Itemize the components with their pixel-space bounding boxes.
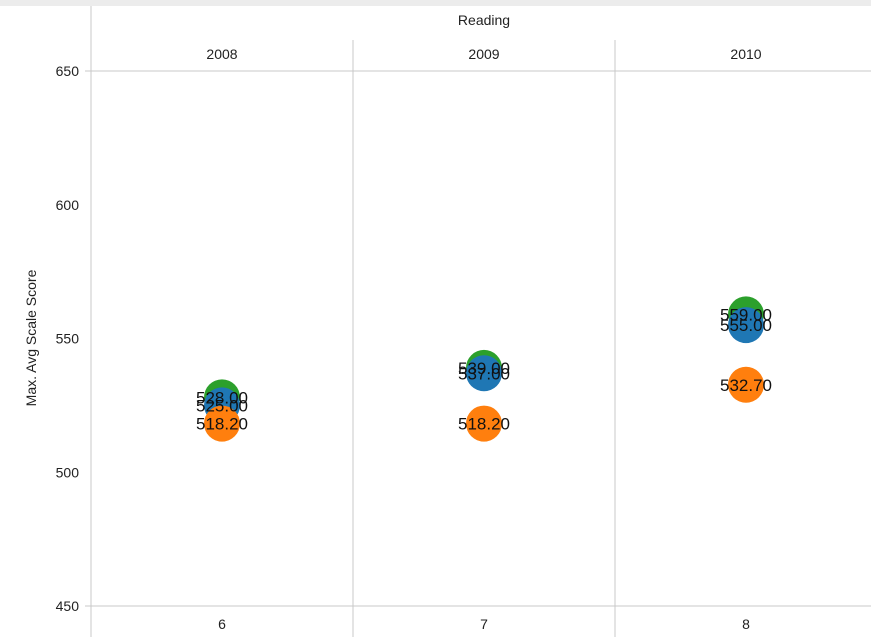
x-tick-label: 7 [480, 616, 488, 632]
y-tick-labels: 450 500 550 600 650 [56, 63, 80, 614]
data-label: 525.00 [196, 396, 248, 415]
data-label: 518.20 [458, 415, 510, 434]
column-header: 2008 [206, 46, 237, 62]
x-tick-label: 8 [742, 616, 750, 632]
top-strip [0, 0, 871, 6]
chart-title: Reading [458, 12, 510, 28]
data-label: 518.20 [196, 415, 248, 434]
data-label: 532.70 [720, 376, 772, 395]
x-tick-label: 6 [218, 616, 226, 632]
y-tick-label: 550 [56, 331, 80, 347]
y-tick-label: 500 [56, 464, 80, 480]
y-tick-label: 450 [56, 598, 80, 614]
y-tick-label: 600 [56, 197, 80, 213]
data-point [728, 307, 764, 344]
data-point [466, 355, 502, 392]
data-labels: 528.00 539.00 559.00 525.00 537.00 555.00 518.… [196, 305, 772, 433]
data-label: 528.00 [196, 388, 248, 407]
data-label: 539.00 [458, 359, 510, 378]
data-point [728, 366, 764, 403]
data-points [204, 296, 764, 442]
column-header: 2009 [468, 46, 499, 62]
data-label: 555.00 [720, 316, 772, 335]
y-axis-title: Max. Avg Scale Score [23, 269, 39, 406]
data-label: 537.00 [458, 364, 510, 383]
column-header: 2010 [730, 46, 761, 62]
data-label: 559.00 [720, 305, 772, 324]
data-point [204, 405, 240, 442]
data-point [466, 405, 502, 442]
y-tick-label: 650 [56, 63, 80, 79]
